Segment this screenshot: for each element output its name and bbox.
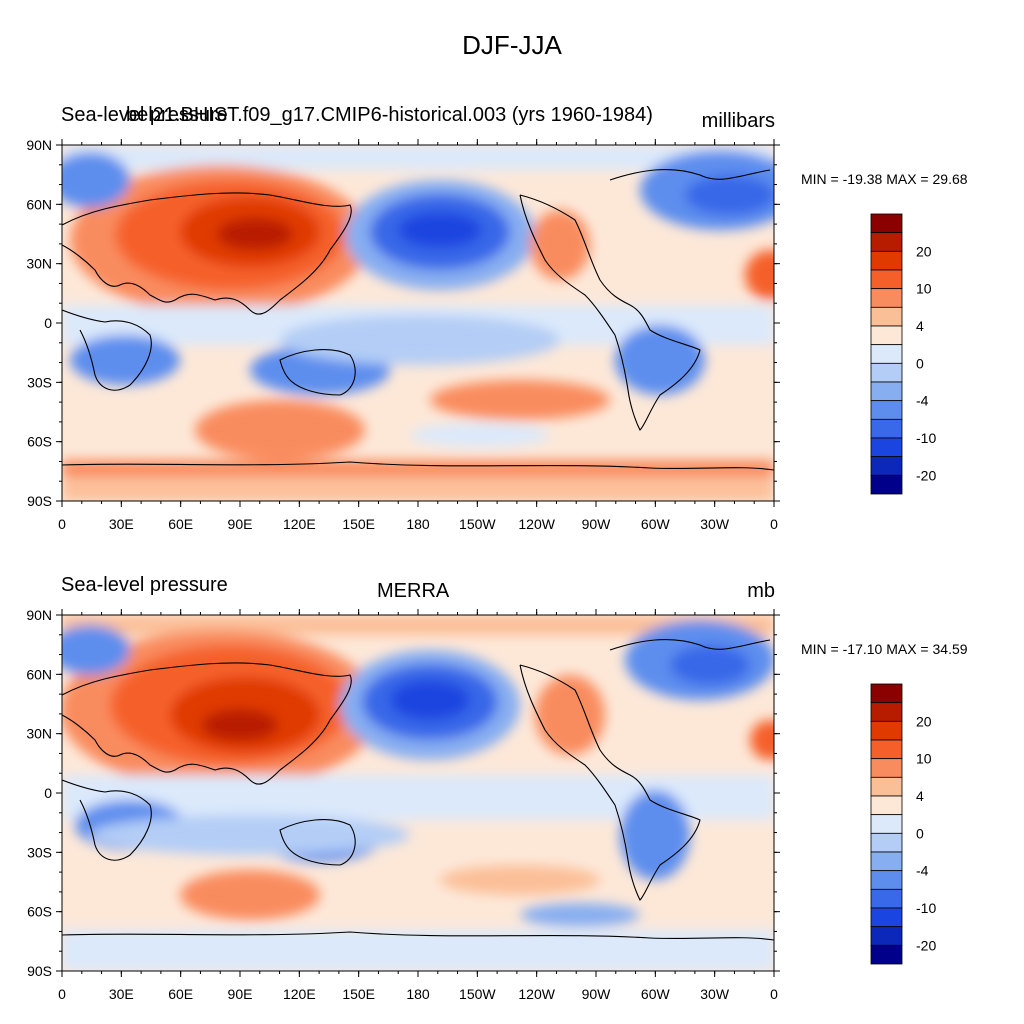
colorbar-swatch [870, 362, 903, 383]
colorbar-swatch [870, 474, 903, 495]
colorbar-swatch [870, 269, 903, 290]
lat-label: 60S [27, 904, 52, 920]
colorbar-label: 10 [916, 281, 932, 297]
axis-ticks [56, 139, 780, 977]
lon-label: 0 [58, 516, 66, 532]
lat-label: 90N [26, 137, 52, 153]
panel1-center-title: bel21.BHIST.f09_g17.CMIP6-historical.003… [126, 104, 653, 126]
lon-label: 0 [770, 516, 778, 532]
panel2-center-title: MERRA [377, 580, 450, 602]
colorbar-label: -10 [916, 430, 936, 446]
lon-label: 150W [459, 986, 496, 1002]
colorbar-swatch [870, 870, 903, 890]
colorbar-swatch [870, 344, 903, 364]
panel2-minmax: MIN = -17.10 MAX = 34.59 [801, 641, 968, 657]
lon-label: 60E [168, 986, 193, 1002]
colorbar-swatch [870, 888, 903, 909]
lat-label: 30N [26, 256, 52, 272]
lat-label: 90N [26, 607, 52, 623]
colorbar-swatch [870, 851, 903, 872]
colorbars: 20 10 4 0 -4 -10 -20 20 10 4 0 -4 -10 -20 [870, 213, 936, 965]
colorbar-label: 0 [916, 825, 924, 841]
lon-label: 90E [228, 986, 253, 1002]
colorbar-label: 4 [916, 788, 924, 804]
colorbar-swatch [870, 739, 903, 760]
lon-label: 30E [109, 516, 134, 532]
lat-label: 30N [26, 726, 52, 742]
lon-label: 90W [582, 516, 612, 532]
colorbar-label: -4 [916, 393, 929, 409]
colorbar-swatch [870, 418, 903, 439]
colorbar-label: -20 [916, 937, 936, 953]
colorbar-swatch [870, 306, 903, 327]
lon-label: 180 [406, 986, 430, 1002]
colorbar-swatch [870, 250, 903, 271]
panel2-units: mb [747, 580, 775, 602]
lat-label: 0 [44, 785, 52, 801]
colorbar-label: 20 [916, 713, 932, 729]
colorbar-label: 4 [916, 318, 924, 334]
lon-label: 0 [58, 986, 66, 1002]
colorbar-swatch [870, 325, 903, 346]
colorbar-label: -10 [916, 900, 936, 916]
colorbar-swatch [870, 944, 903, 965]
lon-label: 30W [700, 516, 730, 532]
colorbar-swatch [870, 814, 903, 834]
axis-labels: 90N 60N 30N 0 30S 60S 90S 0 30E 60E 90E 120E 150E 180… [26, 137, 778, 1002]
colorbar-swatch [870, 926, 903, 946]
panel2-map [61, 614, 775, 972]
colorbar-swatch [870, 758, 903, 778]
panel1-map [61, 144, 775, 502]
lat-label: 60N [26, 666, 52, 682]
lat-label: 60S [27, 434, 52, 450]
panel1-minmax: MIN = -19.38 MAX = 29.68 [801, 171, 968, 187]
lon-label: 120W [518, 516, 555, 532]
colorbar-label: 20 [916, 243, 932, 259]
lon-label: 120E [283, 986, 316, 1002]
lat-label: 0 [44, 315, 52, 331]
colorbar-swatch [870, 907, 903, 928]
colorbar-swatch [870, 720, 903, 741]
lon-label: 60W [641, 516, 671, 532]
colorbar-swatch [870, 795, 903, 816]
lon-label: 90W [582, 986, 612, 1002]
lon-label: 150E [342, 986, 375, 1002]
lon-label: 120E [283, 516, 316, 532]
figure-title: DJF-JJA [462, 30, 562, 60]
panel2-left-title: Sea-level pressure [61, 574, 228, 596]
colorbar-swatch [870, 456, 903, 476]
lat-label: 60N [26, 196, 52, 212]
lon-label: 150W [459, 516, 496, 532]
colorbar-swatch [870, 683, 903, 704]
lon-label: 30E [109, 986, 134, 1002]
panel1-left-title: Sea-level pressure [61, 104, 228, 126]
colorbar-swatch [870, 437, 903, 458]
colorbar-swatch [870, 776, 903, 797]
colorbar-swatch [870, 232, 903, 252]
colorbar-label: 10 [916, 751, 932, 767]
lat-label: 30S [27, 374, 52, 390]
lon-label: 30W [700, 986, 730, 1002]
colorbar-label: -20 [916, 467, 936, 483]
colorbar-label: 0 [916, 355, 924, 371]
colorbar-swatch [870, 400, 903, 420]
panel1-units: millibars [701, 110, 775, 132]
colorbar-swatch [870, 288, 903, 308]
lon-label: 180 [406, 516, 430, 532]
lon-label: 90E [228, 516, 253, 532]
lon-label: 150E [342, 516, 375, 532]
lat-label: 90S [27, 963, 52, 979]
lat-label: 30S [27, 844, 52, 860]
lon-label: 120W [518, 986, 555, 1002]
colorbar-swatch [870, 702, 903, 722]
lon-label: 60E [168, 516, 193, 532]
colorbar-swatch [870, 213, 903, 234]
colorbar-label: -4 [916, 863, 929, 879]
colorbar-swatch [870, 832, 903, 853]
lon-label: 0 [770, 986, 778, 1002]
lat-label: 90S [27, 493, 52, 509]
lon-label: 60W [641, 986, 671, 1002]
colorbar-swatch [870, 381, 903, 402]
